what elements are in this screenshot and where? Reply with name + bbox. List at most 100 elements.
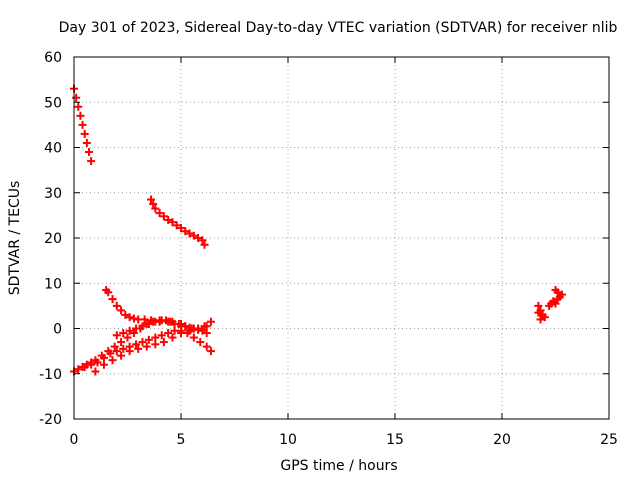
data-point [80, 129, 89, 138]
data-point [80, 362, 89, 371]
data-point [194, 324, 203, 333]
tick-labels: -20 -10 0 10 20 30 40 50 60 0 5 10 15 20 25 [39, 50, 618, 448]
data-point [540, 313, 549, 322]
y-axis-label: SDTVAR / TECUs [7, 181, 23, 296]
data-point [168, 218, 177, 227]
data-point [119, 329, 128, 338]
data-point [108, 295, 117, 304]
data-point [112, 331, 121, 340]
data-point [159, 338, 168, 347]
data-point [132, 324, 141, 333]
x-tick-label: 25 [600, 432, 618, 448]
data-points [70, 84, 566, 376]
data-point [117, 351, 126, 360]
data-point [155, 209, 164, 218]
data-point [189, 231, 198, 240]
data-point [553, 288, 562, 297]
data-point [144, 335, 153, 344]
data-point [91, 367, 100, 376]
data-point [198, 236, 207, 245]
y-tick-label: 40 [44, 141, 62, 157]
data-point [108, 356, 117, 365]
data-point [84, 148, 93, 157]
data-point [125, 313, 134, 322]
data-point [132, 340, 141, 349]
axes [73, 56, 610, 420]
data-point [82, 138, 91, 147]
y-tick-label: 50 [44, 95, 62, 111]
data-point [200, 240, 209, 249]
data-point [104, 288, 113, 297]
data-point [125, 347, 134, 356]
data-point [142, 342, 151, 351]
data-point [138, 322, 147, 331]
data-point [164, 215, 173, 224]
data-point [177, 224, 185, 233]
data-point [164, 329, 173, 338]
data-point [557, 290, 566, 299]
data-point [202, 329, 211, 338]
data-point [157, 316, 166, 325]
y-tick-label: -10 [39, 367, 62, 383]
data-point [151, 317, 160, 326]
x-axis-label: GPS time / hours [280, 458, 397, 474]
data-point [74, 365, 83, 374]
data-point [189, 333, 198, 342]
x-tick-label: 5 [177, 432, 186, 448]
data-point [536, 315, 545, 324]
chart-title: Day 301 of 2023, Sidereal Day-to-day VTE… [59, 20, 618, 36]
data-point [87, 360, 96, 369]
y-tick-label: 30 [44, 186, 62, 202]
data-point [149, 200, 158, 209]
data-point [125, 326, 134, 335]
data-point [170, 319, 179, 328]
data-point [144, 319, 153, 328]
data-point [87, 157, 96, 166]
data-point [147, 195, 156, 204]
data-point [99, 360, 108, 369]
y-tick-label: 0 [53, 322, 62, 338]
data-point [138, 338, 147, 347]
data-point [151, 204, 160, 213]
data-point [117, 338, 126, 347]
data-point [78, 120, 87, 129]
x-tick-label: 20 [493, 432, 511, 448]
data-point [106, 349, 115, 358]
x-tick-label: 10 [279, 432, 297, 448]
grid [74, 57, 609, 419]
data-point [151, 333, 160, 342]
data-point [151, 340, 160, 349]
data-point [134, 344, 143, 353]
data-point [168, 333, 177, 342]
data-point [117, 306, 126, 315]
y-tick-label: 20 [44, 231, 62, 247]
data-point [123, 333, 132, 342]
data-point [185, 326, 194, 335]
data-point [129, 329, 138, 338]
data-point [198, 326, 207, 335]
y-tick-label: -20 [39, 412, 62, 428]
data-point [202, 322, 211, 331]
data-point [177, 329, 185, 338]
y-tick-label: 10 [44, 276, 62, 292]
data-point [74, 102, 83, 111]
data-point [196, 338, 205, 347]
data-point [181, 322, 190, 331]
data-point [159, 212, 168, 221]
y-tick-label: 60 [44, 50, 62, 66]
data-point [194, 234, 203, 242]
data-point [553, 295, 562, 304]
data-point [121, 310, 130, 319]
data-point [181, 227, 190, 236]
x-tick-label: 0 [70, 432, 79, 448]
data-point [534, 308, 543, 317]
data-point [112, 347, 121, 356]
data-point [112, 301, 121, 310]
data-point [99, 353, 108, 362]
data-point [119, 344, 128, 353]
data-point [110, 342, 119, 351]
data-point [547, 299, 556, 308]
x-tick-label: 15 [386, 432, 404, 448]
